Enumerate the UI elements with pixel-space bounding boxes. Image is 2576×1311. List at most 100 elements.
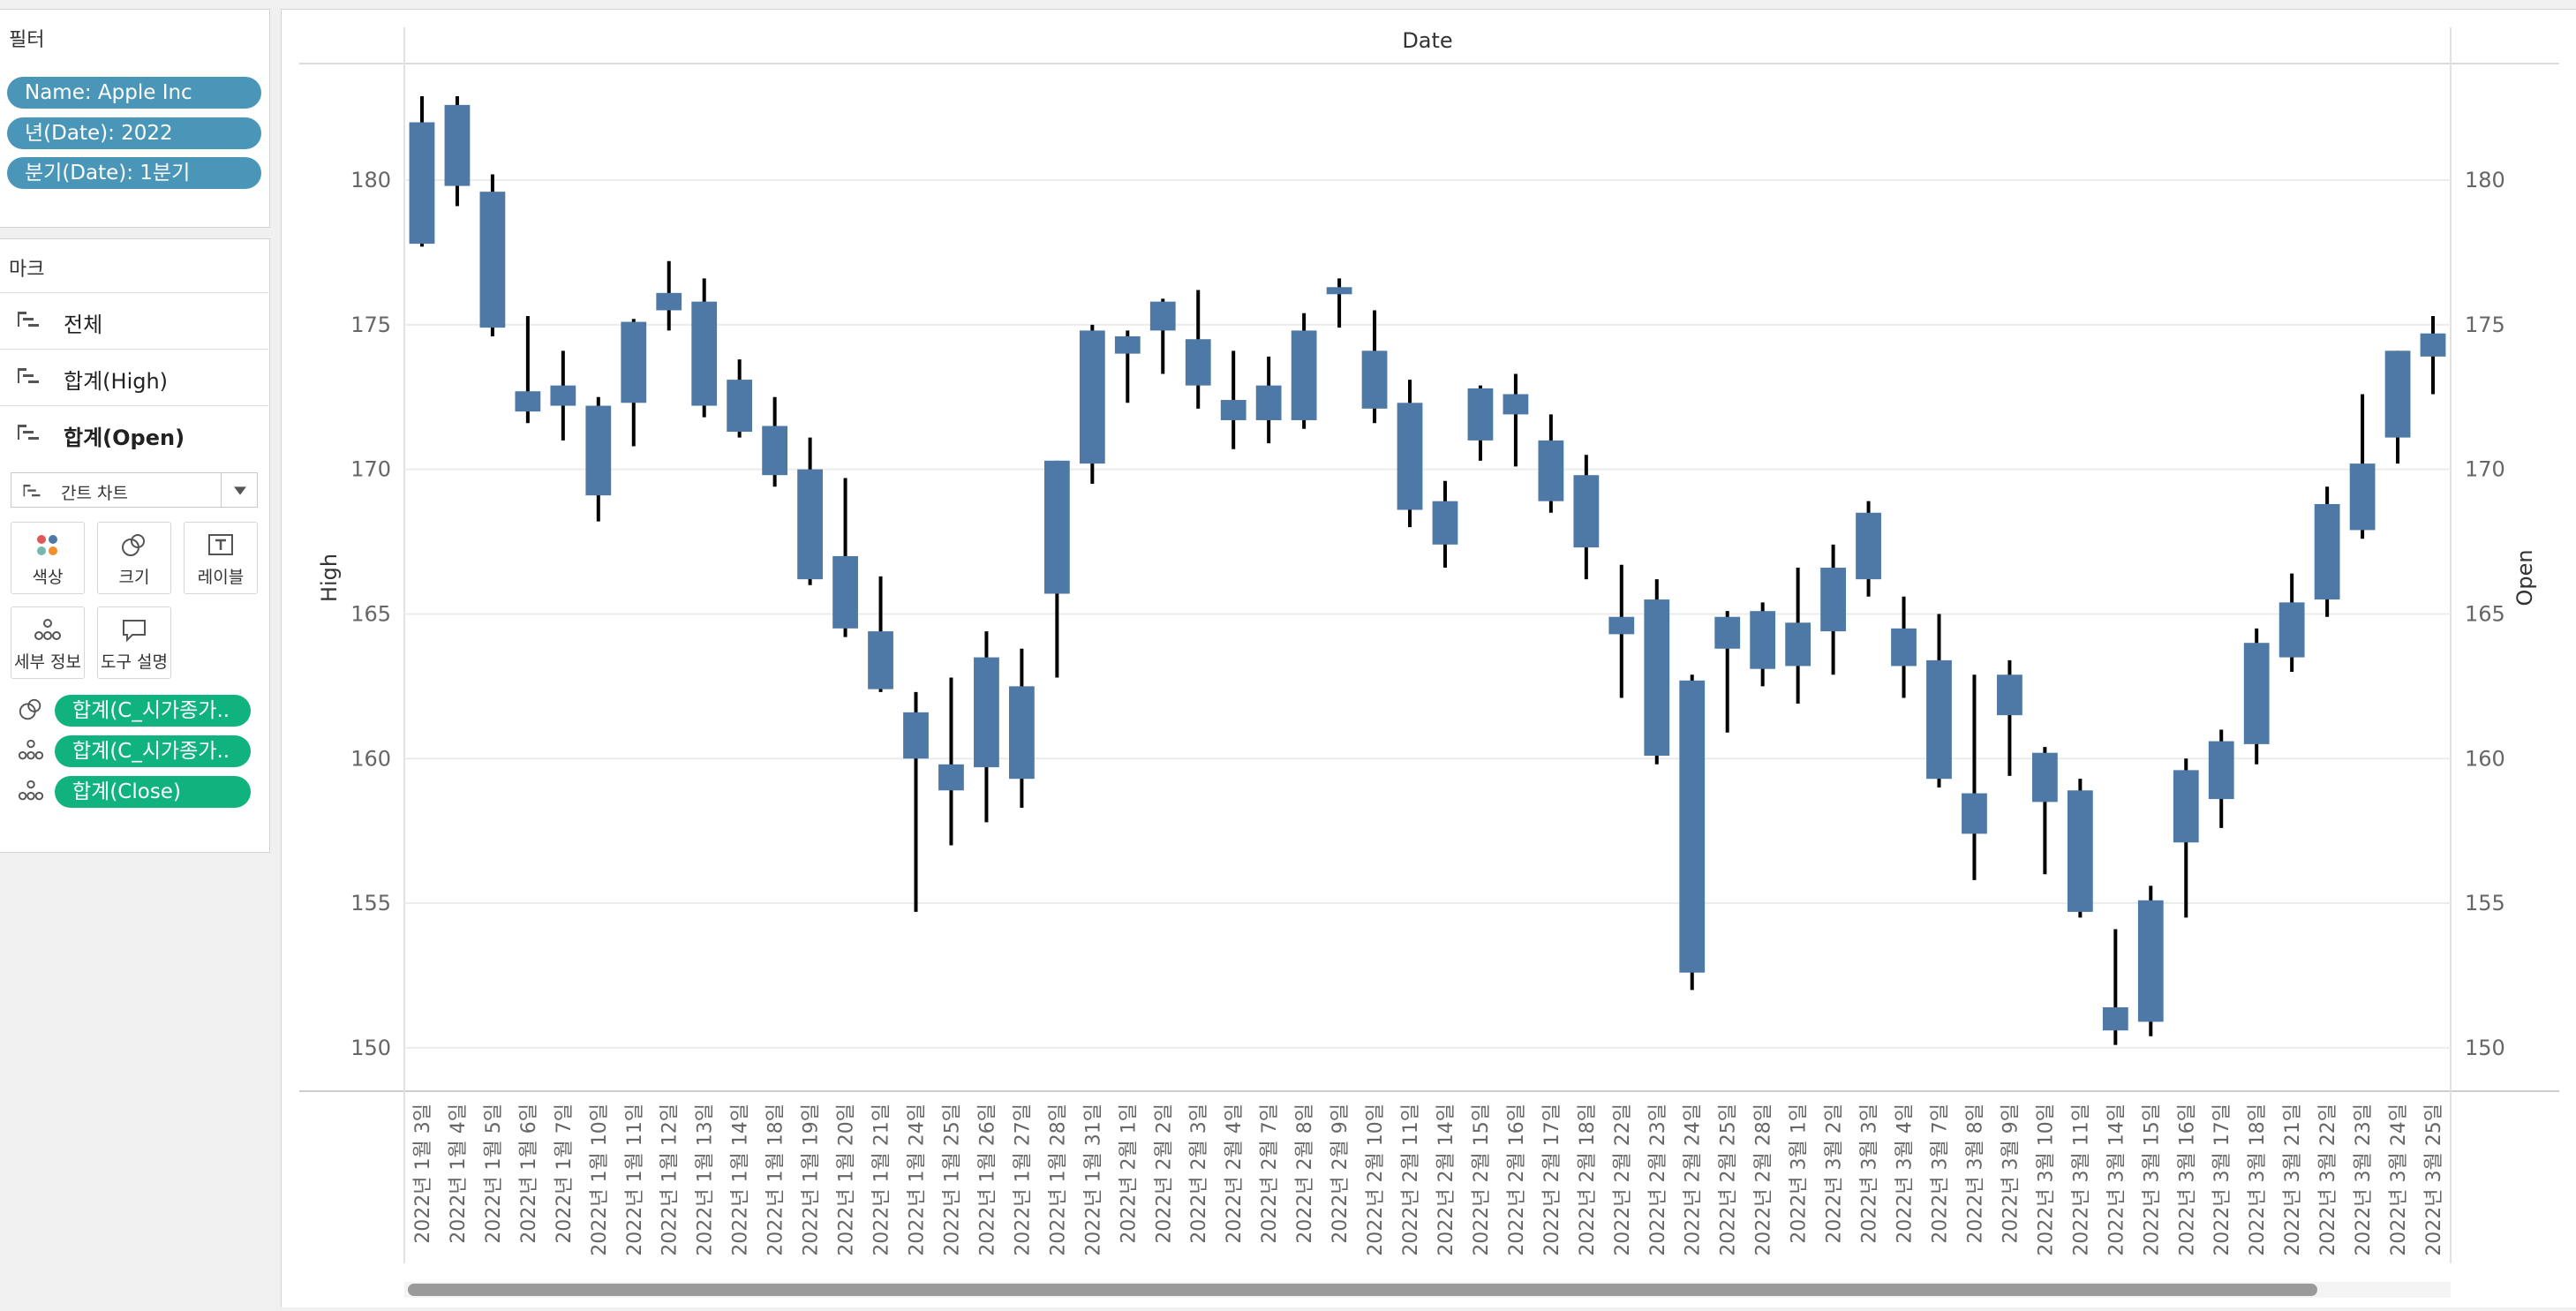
x-tick-label: 2022년 1월 19일	[801, 1104, 823, 1256]
x-tick-label: 2022년 3월 14일	[2105, 1104, 2128, 1256]
candle-body	[2349, 463, 2376, 531]
detail-button[interactable]: 세부 정보	[11, 607, 85, 679]
color-button-label: 색상	[32, 568, 64, 587]
marks-row-all[interactable]: 전체	[0, 292, 268, 349]
candle-body	[1644, 599, 1670, 756]
candle-body	[585, 405, 612, 496]
candle-body	[1255, 385, 1282, 420]
candle-body	[2208, 741, 2234, 800]
x-tick-label: 2022년 3월 1일	[1789, 1104, 1811, 1244]
marks-pill-size[interactable]: 합계(C_시가종가..	[55, 695, 251, 727]
candle-body	[2278, 602, 2305, 658]
tooltip-button[interactable]: 도구 설명	[97, 607, 171, 679]
y-axis-title-left: High	[317, 554, 342, 602]
x-tick-label: 2022년 2월 18일	[1577, 1104, 1599, 1256]
marks-row-open[interactable]: 합계(Open)	[0, 405, 268, 462]
candle-body	[762, 426, 788, 476]
candle-body	[621, 321, 647, 403]
marks-row-label: 합계(Open)	[64, 426, 185, 450]
candle-body	[974, 657, 999, 768]
candle-body	[479, 192, 506, 328]
y-axis-title-right: Open	[2512, 549, 2537, 606]
x-tick-label: 2022년 1월 26일	[976, 1104, 998, 1256]
candle-body	[1820, 568, 1846, 632]
filters-panel: 필터 Name: Apple Inc 년(Date): 2022 분기(Date…	[0, 9, 270, 228]
filters-title: 필터	[9, 29, 45, 51]
filter-pill-name[interactable]: Name: Apple Inc	[7, 77, 261, 109]
x-tick-label: 2022년 3월 24일	[2388, 1104, 2410, 1256]
scrollbar-thumb[interactable]	[408, 1284, 2317, 1296]
candle-body	[727, 380, 753, 433]
tooltip-icon	[123, 620, 146, 643]
x-tick-label: 2022년 1월 11일	[624, 1104, 646, 1256]
x-tick-label: 2022년 1월 10일	[589, 1104, 611, 1256]
size-icon	[122, 534, 145, 556]
candle-body	[1220, 400, 1247, 420]
candle-body	[903, 712, 929, 759]
y-tick-label-left: 175	[350, 313, 391, 337]
y-tick-label-right: 170	[2465, 457, 2505, 482]
y-tick-label-left: 180	[350, 168, 391, 192]
color-icon	[37, 535, 57, 555]
detail-button-label: 세부 정보	[14, 652, 81, 672]
x-tick-label: 2022년 1월 4일	[448, 1104, 470, 1244]
x-tick-label: 2022년 2월 3일	[1188, 1104, 1210, 1244]
candle-body	[2314, 503, 2340, 600]
candle-body	[2243, 643, 2270, 744]
candle-body	[2420, 333, 2446, 357]
x-tick-label: 2022년 1월 5일	[483, 1104, 505, 1244]
candle-body	[1608, 616, 1635, 635]
y-tick-label-right: 180	[2465, 168, 2505, 192]
candle-body	[1185, 339, 1211, 386]
x-tick-label: 2022년 1월 3일	[412, 1104, 434, 1244]
x-tick-label: 2022년 3월 25일	[2423, 1104, 2445, 1256]
x-tick-label: 2022년 2월 25일	[1718, 1104, 1740, 1256]
color-button[interactable]: 색상	[11, 522, 85, 594]
candle-body	[409, 122, 435, 245]
candle-body	[938, 764, 964, 791]
size-button[interactable]: 크기	[97, 522, 171, 594]
candle-body	[656, 292, 682, 311]
chart-title: Date	[1402, 28, 1452, 53]
x-tick-label: 2022년 1월 14일	[730, 1104, 752, 1256]
detail-icon	[34, 619, 61, 640]
x-tick-label: 2022년 1월 31일	[1082, 1104, 1104, 1256]
x-tick-label: 2022년 2월 11일	[1400, 1104, 1422, 1256]
candle-body	[1291, 330, 1317, 420]
marks-pill-close[interactable]: 합계(Close)	[55, 776, 251, 808]
x-tick-label: 2022년 3월 10일	[2035, 1104, 2057, 1256]
x-tick-label: 2022년 3월 3일	[1859, 1104, 1881, 1244]
filter-pill-year[interactable]: 년(Date): 2022	[7, 117, 261, 149]
candle-body	[1856, 512, 1881, 580]
x-tick-label: 2022년 3월 7일	[1930, 1104, 1952, 1244]
label-button[interactable]: 레이블	[184, 522, 258, 594]
chart-area: Date 150 150 155 155 160 160 165 165 170 170 175 175…	[281, 9, 2576, 1307]
marks-row-high[interactable]: 합계(High)	[0, 349, 268, 405]
candle-body	[1467, 388, 1494, 441]
x-tick-label: 2022년 3월 21일	[2282, 1104, 2304, 1256]
y-tick-label-right: 160	[2465, 746, 2505, 771]
y-tick-label-left: 170	[350, 457, 391, 482]
candle-body	[2067, 790, 2093, 912]
y-tick-label-left: 160	[350, 746, 391, 771]
candle-body	[2173, 770, 2199, 843]
candlestick-chart: Date 150 150 155 155 160 160 165 165 170 170 175 175…	[299, 27, 2559, 1298]
candle-body	[1573, 475, 1600, 548]
filter-pill-quarter[interactable]: 분기(Date): 1분기	[7, 157, 261, 189]
candle-body	[1079, 330, 1105, 464]
mark-type-select[interactable]: 간트 차트	[11, 472, 258, 508]
x-tick-label: 2022년 1월 13일	[695, 1104, 717, 1256]
candle-body	[832, 555, 858, 629]
candle-body	[444, 104, 471, 186]
x-tick-label: 2022년 2월 10일	[1365, 1104, 1387, 1256]
y-tick-label-right: 155	[2465, 891, 2505, 915]
candle-body	[1114, 335, 1141, 354]
marks-row-label: 전체	[64, 313, 103, 337]
gantt-icon	[18, 368, 39, 383]
x-tick-label: 2022년 3월 17일	[2211, 1104, 2233, 1256]
candle-body	[2384, 350, 2411, 438]
marks-pill-detail[interactable]: 합계(C_시가종가..	[55, 735, 251, 767]
gantt-icon	[18, 312, 39, 327]
y-tick-label-left: 155	[350, 891, 391, 915]
x-tick-label: 2022년 2월 9일	[1329, 1104, 1352, 1244]
